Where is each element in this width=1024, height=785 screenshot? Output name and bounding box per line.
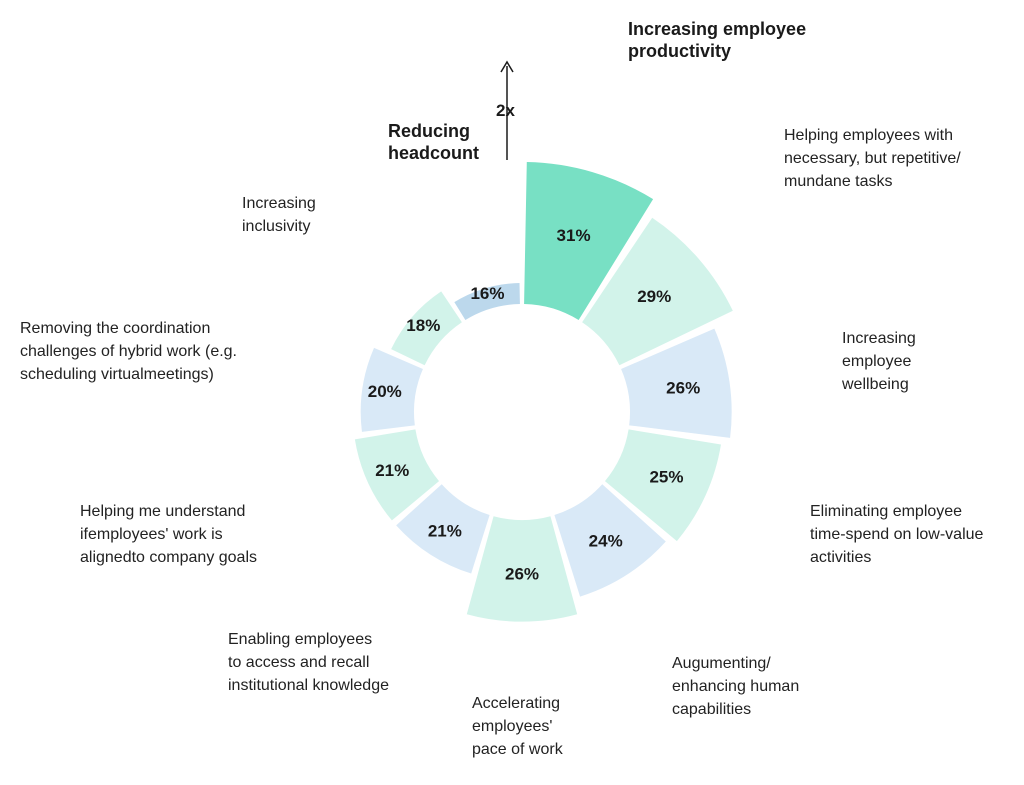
value-label-increasing-inclusivity: 18% [406, 316, 440, 335]
segment-enabling-employees-to-access-and-recall-institutional-knowledge [396, 484, 490, 574]
value-label-helping-me-understand-ifemployees-work-is-alignedto-company-goals: 21% [375, 461, 409, 480]
label-productivity: Increasing employee productivity [628, 19, 807, 61]
segment-removing-the-coordination-challenges-of-hybrid-work-e-g-scheduling-virtualmeetings [360, 347, 423, 432]
label-knowledge: Enabling employees to access and recall in… [228, 631, 389, 694]
segment-reducing-headcount [454, 282, 520, 321]
value-labels-group: 31% 29% 26% 25% 24% 26% 21% 21% 20% 18% 16% [368, 226, 700, 583]
label-low-value: Eliminating employee time-spend on low-va… [810, 503, 984, 566]
segment-increasing-employee-wellbeing [621, 328, 732, 438]
value-label-eliminating-employee-time-spend-on-low-value-activities: 25% [649, 467, 683, 486]
label-hybrid: Removing the coordination challenges of h… [20, 320, 237, 383]
value-label-increasing-employee-productivity: 31% [557, 226, 591, 245]
segments-group [354, 162, 733, 622]
value-label-reducing-headcount: 16% [470, 284, 504, 303]
multiplier-arrow [500, 60, 514, 160]
label-augment: Augumenting/enhancing human capabilities [672, 655, 800, 718]
label-wellbeing: Increasing employee wellbeing [842, 330, 916, 393]
segment-helping-me-understand-ifemployees-work-is-alignedto-company-goals [354, 429, 440, 521]
value-label-enabling-employees-to-access-and-recall-institutional-knowledge: 21% [428, 522, 462, 541]
label-inclusivity: Increasing inclusivity [242, 195, 316, 235]
segment-accelerating-employees-pace-of-work [466, 516, 578, 622]
segment-increasing-employee-productivity [524, 162, 654, 321]
value-label-increasing-employee-wellbeing: 26% [666, 378, 700, 397]
segment-eliminating-employee-time-spend-on-low-value-activities [604, 429, 721, 542]
value-label-accelerating-employees-pace-of-work: 26% [505, 564, 539, 583]
multiplier-label: 2x [496, 101, 515, 120]
segment-augumenting-enhancing-human-capabilities [554, 484, 666, 597]
segment-increasing-inclusivity [391, 291, 462, 366]
label-aligned: Helping me understand ifemployees' work i… [80, 503, 258, 566]
value-label-removing-the-coordination-challenges-of-hybrid-work-e-g-scheduling-virtualmeetings: 20% [368, 382, 402, 401]
label-repetitive: Helping employees with necessary, but rep… [784, 127, 961, 190]
segment-helping-employees-with-necessary-but-repetitive-mundane-tasks [582, 217, 733, 366]
label-headcount: Reducing headcount [388, 121, 480, 163]
value-label-helping-employees-with-necessary-but-repetitive-mundane-tasks: 29% [637, 287, 671, 306]
label-pace: Accelerating employees' pace of work [472, 695, 563, 758]
value-label-augumenting-enhancing-human-capabilities: 24% [589, 532, 623, 551]
